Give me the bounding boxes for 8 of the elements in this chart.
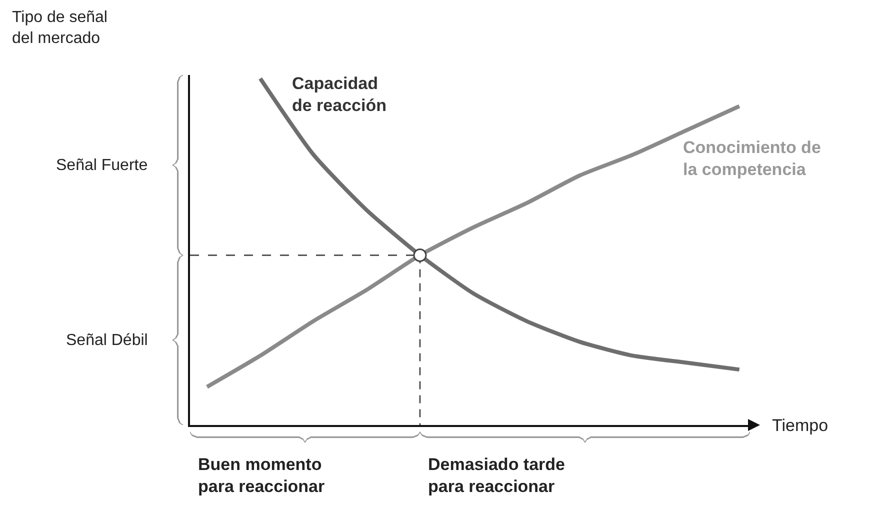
text: Señal Fuerte [56, 157, 148, 174]
text: Buen momento para reaccionar [198, 455, 326, 496]
series-label: Conocimiento de la competencia [683, 138, 821, 180]
x-axis-title: Tiempo [772, 416, 828, 435]
text: Señal Débil [66, 332, 148, 349]
text: Tipo de señal del mercado [12, 9, 108, 47]
series-label: Capacidad de reacción [292, 74, 386, 116]
text: Demasiado tarde para reaccionar [428, 455, 565, 496]
